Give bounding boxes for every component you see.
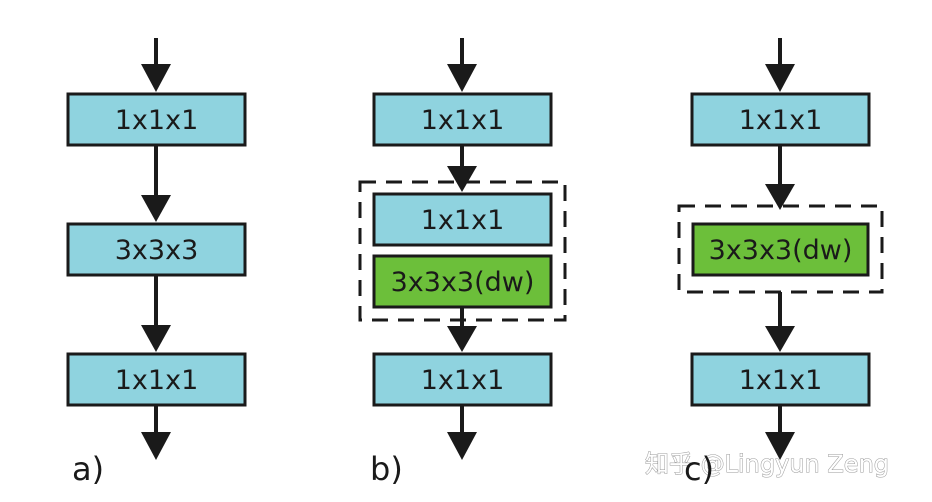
arrow-b-3-4 (447, 307, 477, 352)
arrow-a-input (141, 38, 171, 92)
panel-b: 1x1x1 1x1x1 3x3x3(dw) 1x1x1 b) (358, 38, 567, 488)
arrow-c-output (765, 405, 795, 460)
block-b-1: 1x1x1 (372, 92, 553, 147)
arrow-b-output (447, 405, 477, 460)
block-a-2: 3x3x3 (66, 222, 247, 277)
block-b-4: 1x1x1 (372, 352, 553, 407)
block-a-1-label: 1x1x1 (115, 105, 199, 136)
block-c-2-label: 3x3x3(dw) (709, 235, 853, 266)
arrow-a-output (141, 405, 171, 460)
block-c-3: 1x1x1 (690, 352, 871, 407)
block-a-2-label: 3x3x3 (115, 235, 199, 266)
panel-a-label: a) (72, 450, 104, 488)
block-b-4-label: 1x1x1 (421, 365, 505, 396)
block-b-2-label: 1x1x1 (421, 205, 505, 236)
block-c-2: 3x3x3(dw) (691, 222, 870, 277)
arrow-a-2-3 (141, 275, 171, 352)
arrow-b-1-2 (447, 145, 477, 192)
panel-c-label: c) (684, 450, 714, 488)
block-a-3-label: 1x1x1 (115, 365, 199, 396)
arrow-b-input (447, 38, 477, 92)
arrow-c-1-2 (765, 145, 795, 210)
arrow-a-1-2 (141, 145, 171, 222)
block-b-1-label: 1x1x1 (421, 105, 505, 136)
block-a-3: 1x1x1 (66, 352, 247, 407)
block-b-3: 3x3x3(dw) (372, 254, 553, 309)
panel-c: 1x1x1 3x3x3(dw) 1x1x1 (677, 38, 884, 460)
watermark: 知乎 @Lingyun Zeng (645, 450, 889, 478)
arrow-c-input (765, 38, 795, 92)
block-b-3-label: 3x3x3(dw) (391, 267, 535, 298)
block-c-3-label: 1x1x1 (739, 365, 823, 396)
panel-b-label: b) (370, 450, 403, 488)
block-c-1-label: 1x1x1 (739, 105, 823, 136)
block-a-1: 1x1x1 (66, 92, 247, 147)
block-b-2: 1x1x1 (372, 192, 553, 247)
block-c-1: 1x1x1 (690, 92, 871, 147)
arrow-c-2-3 (765, 292, 795, 352)
panel-a: 1x1x1 3x3x3 1x1x1 a) (66, 38, 247, 488)
